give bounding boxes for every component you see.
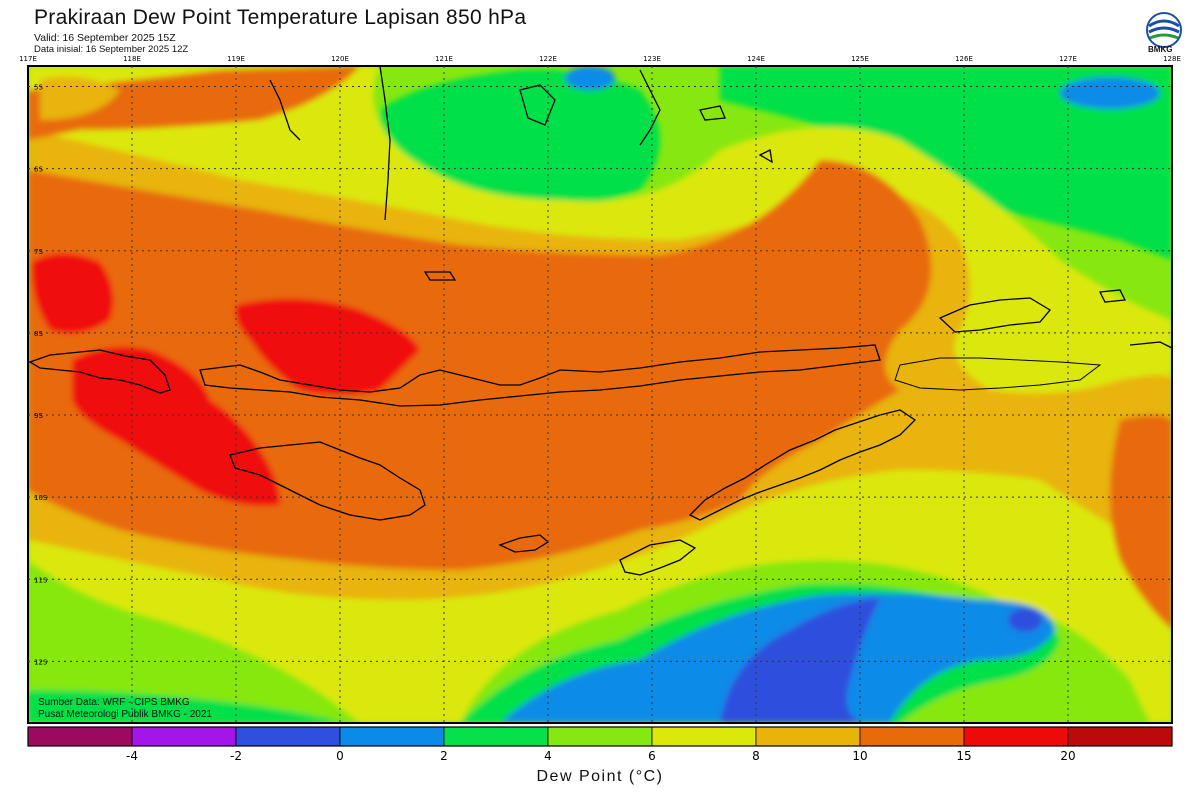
colorbar-segment [859, 726, 965, 747]
colorbar-tick-label: 2 [440, 749, 448, 763]
longitude-label: 119E [227, 55, 245, 63]
colorbar-tick-label: 6 [648, 749, 656, 763]
colorbar-segment [443, 726, 549, 747]
colorbar-tick-label: 0 [336, 749, 344, 763]
colorbar-tick-label: 8 [752, 749, 760, 763]
valid-time: Valid: 16 September 2025 15Z [34, 32, 176, 44]
latitude-label: 6S [34, 166, 43, 174]
map-frame [27, 65, 1173, 724]
colorbar-segment [651, 726, 757, 747]
colorbar-tick-label: 20 [1060, 749, 1075, 763]
colorbar-segment [235, 726, 341, 747]
colorbar-title: Dew Point (°C) [536, 768, 664, 785]
latitude-label: 8S [34, 330, 43, 338]
colorbar-ticks: -4 -2 0 2 4 6 8 10 15 20 [126, 749, 1076, 763]
colorbar-segment [131, 726, 237, 747]
colorbar-segment [1067, 726, 1173, 747]
longitude-label: 122E [539, 55, 557, 63]
latitude-label: 12S [34, 658, 48, 666]
colorbar-frame [27, 726, 1173, 747]
colorbar-tick-label: 4 [544, 749, 552, 763]
longitude-label: 127E [1059, 55, 1077, 63]
contour-fields [28, 66, 1172, 723]
bmkg-logo-icon [1146, 12, 1182, 48]
colorbar-segment [963, 726, 1069, 747]
organization: Pusat Meteorologi Publik BMKG - 2021 [38, 709, 212, 720]
data-source: Sumber Data: WRF - CIPS BMKG [38, 697, 190, 708]
colorbar-segment [755, 726, 861, 747]
colorbar [27, 726, 1173, 747]
latitude-label: 7S [34, 248, 43, 256]
coastlines [28, 66, 1172, 576]
longitude-labels: 117E 118E 119E 120E 121E 122E 123E 124E 125E 126E… [19, 55, 1181, 63]
colorbar-tick-label: -4 [126, 749, 138, 763]
latitude-labels: 5S 6S 7S 8S 9S 10S 11S 12S [34, 84, 48, 667]
credits: Sumber Data: WRF - CIPS BMKG Pusat Meteo… [38, 697, 212, 721]
latitude-label: 9S [34, 412, 43, 420]
latitude-label: 5S [34, 84, 43, 92]
latitude-label: 10S [34, 494, 48, 502]
longitude-label: 125E [851, 55, 869, 63]
colorbar-segment [339, 726, 445, 747]
latitude-label: 11S [34, 576, 48, 584]
longitude-label: 120E [331, 55, 349, 63]
init-time: Data inisial: 16 September 2025 12Z [34, 44, 189, 55]
page-title: Prakiraan Dew Point Temperature Lapisan … [34, 6, 527, 29]
longitude-label: 123E [643, 55, 661, 63]
longitude-label: 126E [955, 55, 973, 63]
longitude-label: 121E [435, 55, 453, 63]
colorbar-tick-label: -2 [230, 749, 242, 763]
longitude-label: 128E [1163, 55, 1181, 63]
colorbar-segment [547, 726, 653, 747]
longitude-label: 117E [19, 55, 37, 63]
longitude-label: 124E [747, 55, 765, 63]
colorbar-segment [27, 726, 133, 747]
longitude-label: 118E [123, 55, 141, 63]
logo-text: BMKG [1148, 45, 1173, 54]
colorbar-tick-label: 10 [852, 749, 867, 763]
colorbar-tick-label: 15 [956, 749, 971, 763]
grid-lines [28, 66, 1172, 723]
